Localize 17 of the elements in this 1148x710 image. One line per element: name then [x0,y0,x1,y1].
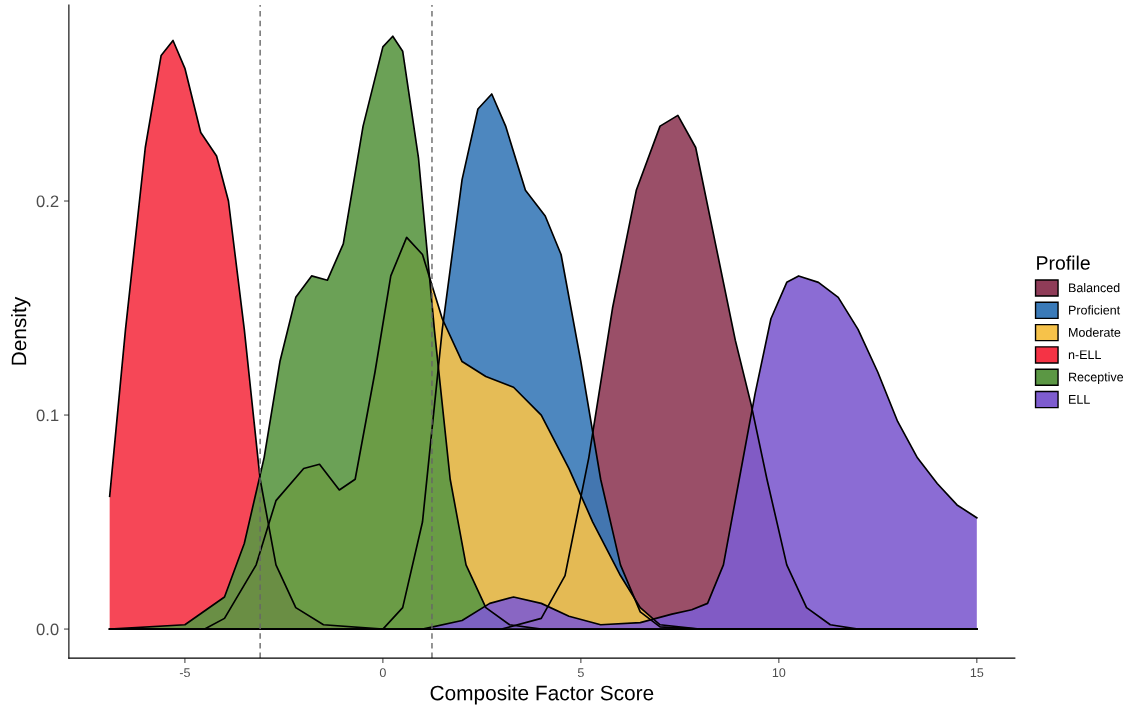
y-tick-label: 0.0 [36,623,59,636]
legend-title: Profile [1037,255,1090,270]
legend-label: Receptive [1069,372,1124,384]
x-tick-label: 10 [772,668,786,678]
x-axis-title: Composite Factor Score [430,685,654,705]
legend-label: ELL [1069,395,1090,404]
x-tick-label: -5 [179,668,190,678]
legend-label: Moderate [1069,327,1121,337]
legend-label: Balanced [1069,283,1120,293]
x-tick-label: 15 [970,668,984,678]
legend-label: Proficient [1069,305,1121,315]
x-tick-label: 5 [577,668,584,678]
y-tick-label: 0.2 [36,195,59,208]
y-tick-label: 0.1 [36,409,59,422]
legend-label: n-ELL [1068,350,1101,360]
y-axis-title: Density [11,296,31,365]
x-tick-label: 0 [379,668,386,678]
